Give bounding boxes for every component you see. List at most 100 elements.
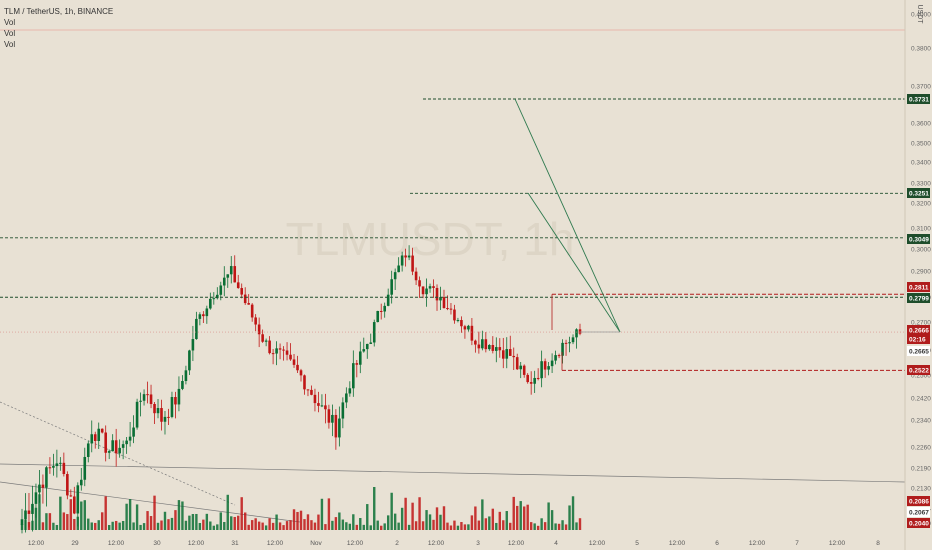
candles	[20, 245, 582, 534]
price-label-box	[907, 188, 930, 198]
y-tick-label: 0.2340	[911, 418, 931, 425]
candle-body	[184, 370, 188, 382]
trend-line[interactable]	[527, 192, 621, 333]
volume-bar	[418, 497, 421, 530]
volume-bar	[380, 525, 383, 530]
candle-body	[156, 408, 160, 414]
volume-bar	[373, 486, 376, 530]
volume-bar	[376, 520, 379, 530]
volume-bar	[167, 519, 170, 530]
volume-bar	[285, 521, 289, 530]
volume-bar	[160, 520, 163, 530]
price-axis[interactable]: 0.4000 0.3800 0.3700 0.3600 0.3500 0.3400 0.33…	[907, 12, 931, 529]
candle-body	[83, 456, 87, 480]
volume-bar	[516, 505, 519, 530]
indicator-vol-2[interactable]: Vol	[4, 29, 16, 38]
volume-bar	[488, 516, 491, 530]
candle-body	[62, 462, 66, 475]
volume-bar	[341, 519, 345, 530]
volume-bar	[59, 496, 62, 530]
candle-body	[202, 314, 205, 317]
volume-bar	[467, 524, 470, 530]
candle-body	[365, 343, 369, 350]
indicator-vol-1[interactable]: Vol	[4, 18, 16, 27]
candle-body	[561, 342, 564, 356]
price-label: 0.3251	[909, 191, 929, 198]
price-label-box	[907, 325, 930, 335]
y-tick-label: 0.2500	[911, 373, 931, 380]
volume-bar	[146, 511, 149, 530]
candle-body	[533, 377, 536, 384]
volume-bar	[390, 492, 393, 530]
x-tick-label: 6	[715, 540, 719, 547]
x-tick-label: 30	[153, 540, 161, 547]
candle-body	[135, 401, 139, 428]
volume-bar	[411, 502, 414, 530]
candle-body	[379, 310, 383, 312]
candle-body	[188, 350, 191, 371]
candle-body	[264, 340, 268, 342]
candle-body	[557, 355, 561, 357]
candle-body	[331, 414, 334, 423]
y-tick-label: 0.3100	[911, 226, 931, 233]
volume-bar	[219, 512, 222, 530]
volume-bar	[449, 525, 453, 530]
volume-bars	[20, 486, 582, 530]
volume-bar	[261, 522, 264, 530]
candle-body	[38, 484, 41, 493]
candle-body	[97, 428, 101, 442]
price-label-box	[907, 518, 930, 528]
candle-body	[404, 255, 407, 258]
volume-bar	[481, 499, 484, 530]
y-tick-label: 0.3200	[911, 201, 931, 208]
candle-body	[432, 286, 435, 288]
horizontal-levels	[0, 98, 905, 371]
volume-bar	[421, 521, 425, 530]
price-label: 0.2040	[909, 521, 929, 528]
trend-line[interactable]	[514, 98, 621, 333]
price-label-box	[907, 234, 930, 244]
y-tick-label: 0.4000	[911, 12, 931, 19]
price-label: 0.2522	[909, 368, 929, 375]
volume-bar	[502, 520, 505, 530]
volume-bar	[156, 522, 160, 530]
candle-body	[529, 382, 533, 384]
volume-bar	[407, 524, 411, 530]
volume-bar	[34, 507, 38, 530]
candle-body	[540, 361, 543, 379]
x-tick-label: 31	[231, 540, 239, 547]
candle-body	[86, 443, 90, 457]
candle-body	[338, 418, 341, 438]
trend-lines[interactable]	[514, 98, 621, 333]
candle-body	[488, 345, 491, 350]
diag-line	[0, 463, 906, 483]
y-tick-label: 0.3400	[911, 160, 931, 167]
volume-bar	[547, 502, 550, 530]
volume-bar	[223, 522, 226, 530]
indicator-vol-3[interactable]: Vol	[4, 40, 16, 49]
y-tick-label: 0.2190	[911, 466, 931, 473]
volume-bar	[345, 522, 348, 530]
candle-body	[362, 349, 366, 352]
volume-bar	[386, 515, 390, 530]
x-tick-label: 12:00	[347, 540, 364, 547]
volume-bar	[121, 521, 125, 530]
candle-body	[198, 314, 202, 319]
price-label: 0.2811	[909, 285, 929, 292]
volume-bar	[296, 511, 299, 530]
time-axis[interactable]: 12:00 29 12:00 30 12:00 31 12:00 Nov 12:00 2 12:00…	[28, 540, 880, 547]
x-tick-label: 2	[395, 540, 399, 547]
candle-body	[114, 440, 118, 454]
volume-bar	[90, 522, 93, 530]
volume-bar	[348, 523, 352, 530]
volume-bar	[460, 521, 463, 530]
symbol-line[interactable]: TLM / TetherUS, 1h, BINANCE	[4, 7, 114, 16]
volume-bar	[456, 525, 460, 530]
candle-body	[474, 340, 477, 345]
volume-bar	[163, 511, 167, 530]
candle-body	[55, 463, 59, 467]
volume-bar	[52, 522, 55, 530]
candle-body	[442, 297, 446, 309]
volume-bar	[383, 523, 386, 530]
